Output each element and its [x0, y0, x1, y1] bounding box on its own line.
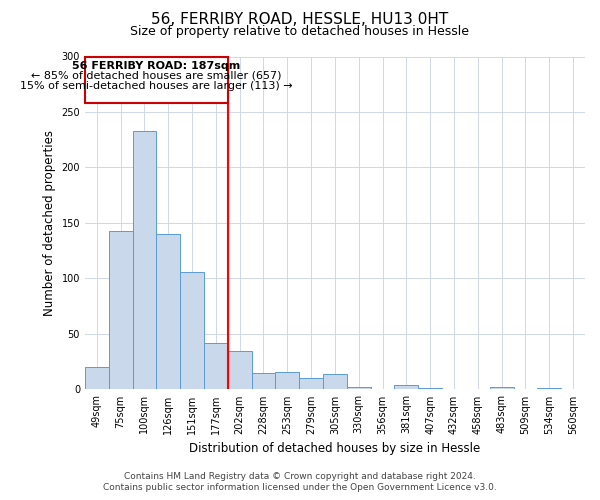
Bar — [299, 378, 323, 390]
FancyBboxPatch shape — [85, 56, 228, 103]
Bar — [85, 367, 109, 390]
Bar — [109, 230, 133, 390]
Bar — [251, 373, 275, 390]
Text: Size of property relative to detached houses in Hessle: Size of property relative to detached ho… — [131, 25, 470, 38]
X-axis label: Distribution of detached houses by size in Hessle: Distribution of detached houses by size … — [190, 442, 481, 455]
Text: ← 85% of detached houses are smaller (657): ← 85% of detached houses are smaller (65… — [31, 71, 281, 81]
Text: 15% of semi-detached houses are larger (113) →: 15% of semi-detached houses are larger (… — [20, 81, 293, 91]
Text: Contains HM Land Registry data © Crown copyright and database right 2024.
Contai: Contains HM Land Registry data © Crown c… — [103, 472, 497, 492]
Bar — [418, 388, 442, 390]
Bar — [275, 372, 299, 390]
Bar — [538, 388, 561, 390]
Bar — [490, 387, 514, 390]
Bar — [228, 350, 251, 390]
Bar — [204, 343, 228, 390]
Text: 56, FERRIBY ROAD, HESSLE, HU13 0HT: 56, FERRIBY ROAD, HESSLE, HU13 0HT — [151, 12, 449, 28]
Bar — [180, 272, 204, 390]
Bar — [394, 385, 418, 390]
Text: 56 FERRIBY ROAD: 187sqm: 56 FERRIBY ROAD: 187sqm — [72, 61, 241, 71]
Bar — [133, 131, 157, 390]
Bar — [157, 234, 180, 390]
Bar — [347, 387, 371, 390]
Y-axis label: Number of detached properties: Number of detached properties — [43, 130, 56, 316]
Bar — [323, 374, 347, 390]
